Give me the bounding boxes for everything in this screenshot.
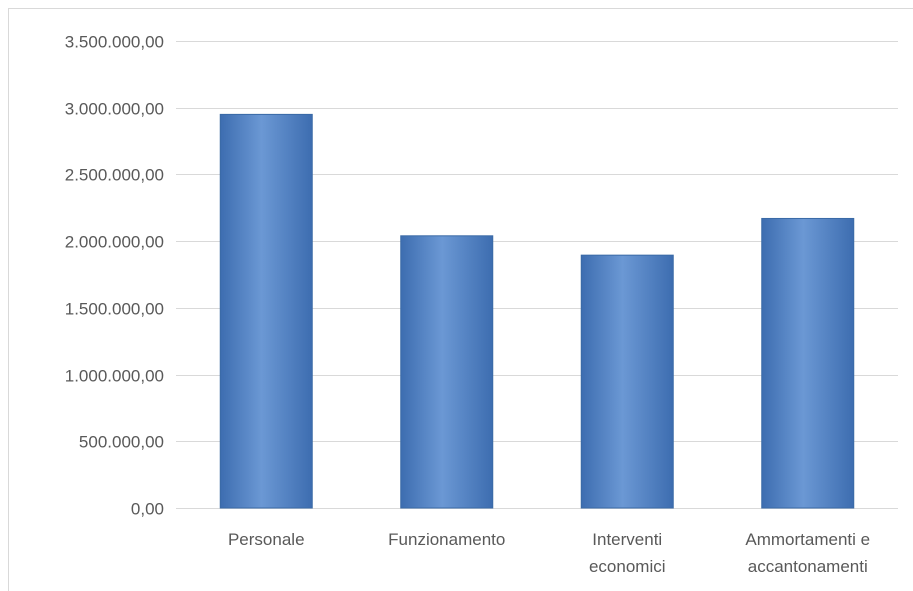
y-tick-label: 1.000.000,00 (65, 367, 164, 386)
x-category-label: Funzionamento (388, 530, 505, 549)
y-tick-label: 3.000.000,00 (65, 100, 164, 119)
y-tick-label: 2.500.000,00 (65, 166, 164, 185)
chart-border-left (8, 8, 9, 591)
bar (400, 235, 494, 509)
y-tick-label: 2.000.000,00 (65, 233, 164, 252)
bars (219, 113, 855, 509)
bar (761, 217, 855, 509)
y-tick-label: 1.500.000,00 (65, 300, 164, 319)
chart-border-top (8, 8, 913, 9)
x-category-label: Personale (228, 530, 305, 549)
y-tick-label: 3.500.000,00 (65, 33, 164, 52)
x-category-label: Ammortamenti e (745, 530, 870, 549)
x-category-label: accantonamenti (748, 557, 868, 576)
bar (219, 113, 313, 509)
y-tick-label: 500.000,00 (79, 433, 164, 452)
y-axis-tick-labels: 0,00 500.000,00 1.000.000,00 1.500.000,00 2.… (65, 33, 164, 519)
x-axis-category-labels: Personale Funzionamento Interventi economic… (228, 530, 870, 576)
bar (580, 254, 674, 509)
x-category-label: Interventi (592, 530, 662, 549)
x-category-label: economici (589, 557, 666, 576)
y-tick-label: 0,00 (131, 500, 164, 519)
